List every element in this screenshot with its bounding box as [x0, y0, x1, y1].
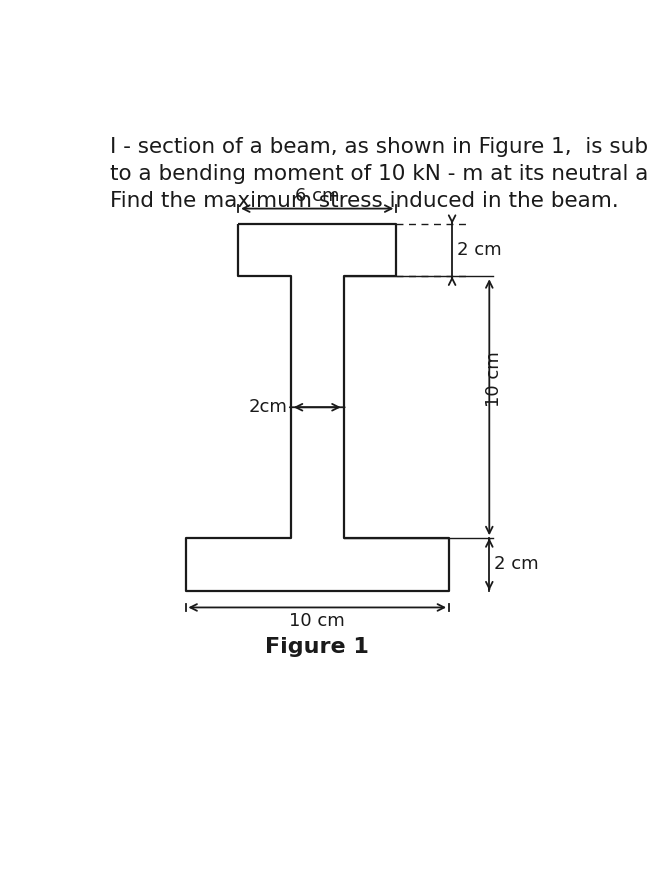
Text: 10 cm: 10 cm [485, 351, 503, 407]
Text: 2cm: 2cm [249, 399, 288, 416]
Text: Find the maximum stress induced in the beam.: Find the maximum stress induced in the b… [111, 191, 619, 211]
Text: I - section of a beam, as shown in Figure 1,  is subjected: I - section of a beam, as shown in Figur… [111, 137, 647, 157]
Text: 10 cm: 10 cm [289, 612, 345, 630]
Text: to a bending moment of 10 kN - m at its neutral axis.: to a bending moment of 10 kN - m at its … [111, 164, 647, 184]
Text: 2 cm: 2 cm [457, 242, 501, 259]
Text: 6 cm: 6 cm [295, 187, 340, 205]
Text: Figure 1: Figure 1 [265, 637, 369, 657]
Text: 2 cm: 2 cm [494, 555, 538, 573]
